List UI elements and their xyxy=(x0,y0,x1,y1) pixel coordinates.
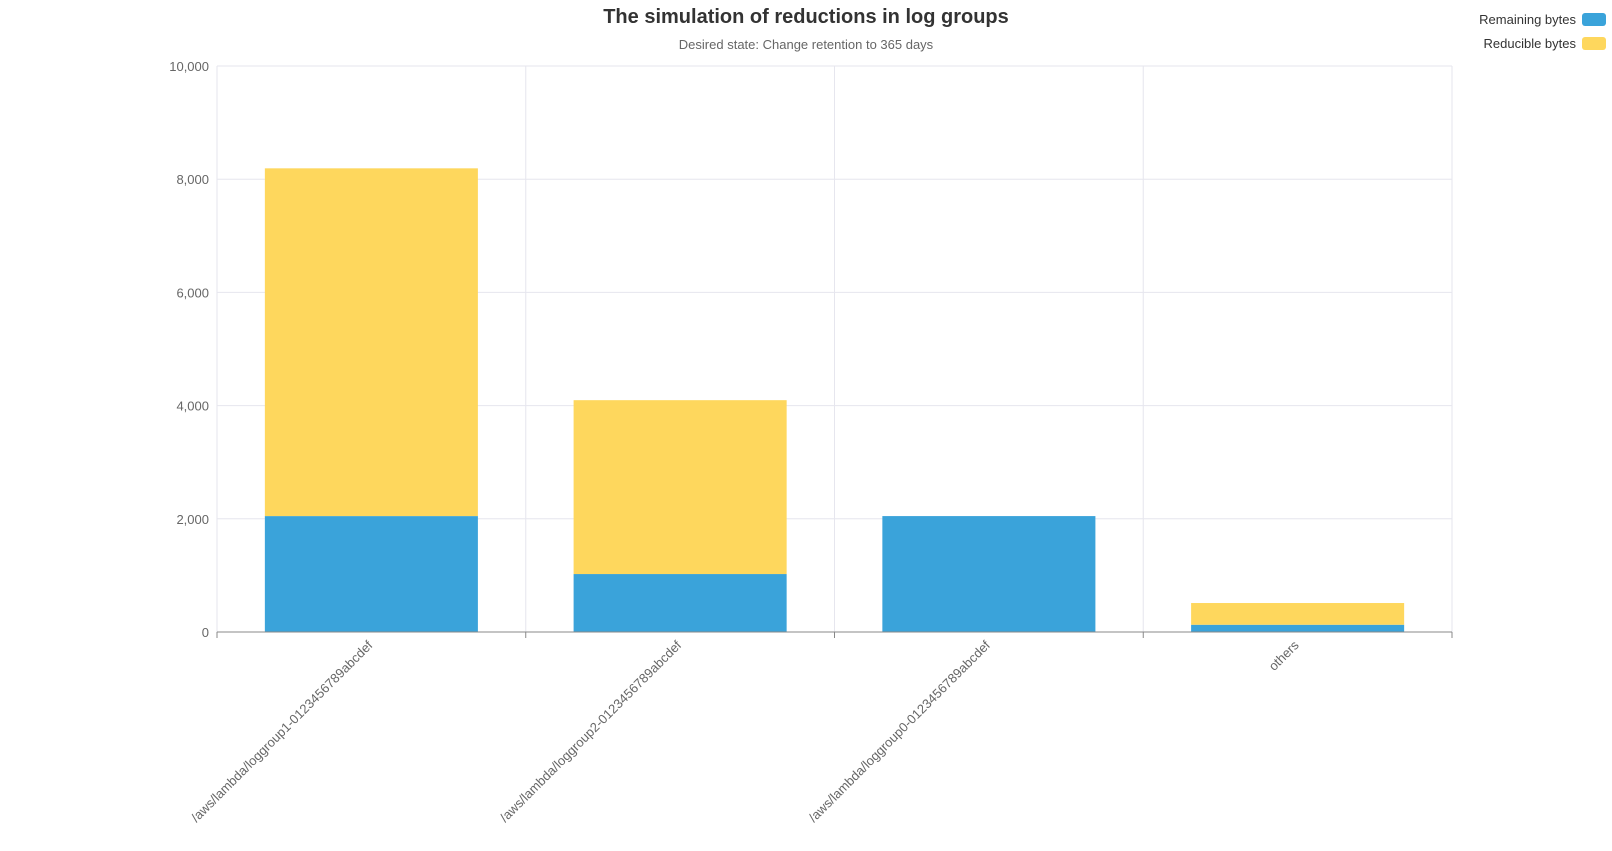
legend-item-remaining[interactable]: Remaining bytes xyxy=(1479,10,1606,28)
bar-remaining-bytes xyxy=(264,516,478,632)
legend-item-reducible[interactable]: Reducible bytes xyxy=(1479,34,1606,52)
x-tick-label: /aws/lambda/loggroup2-0123456789abcdef xyxy=(497,637,685,825)
bar-remaining-bytes xyxy=(1191,624,1405,632)
bar-reducible-bytes xyxy=(573,400,787,575)
y-tick-label: 4,000 xyxy=(176,399,209,414)
bar-reducible-bytes xyxy=(264,168,478,517)
bar-remaining-bytes xyxy=(882,516,1096,632)
y-tick-label: 6,000 xyxy=(176,285,209,300)
legend-label-remaining: Remaining bytes xyxy=(1479,11,1576,27)
y-tick-label: 0 xyxy=(202,625,209,640)
legend-label-reducible: Reducible bytes xyxy=(1483,35,1577,51)
bar-remaining-bytes xyxy=(573,574,787,632)
x-tick-label: /aws/lambda/loggroup0-0123456789abcdef xyxy=(806,637,994,825)
y-tick-label: 8,000 xyxy=(176,172,209,187)
x-tick-label: /aws/lambda/loggroup1-0123456789abcdef xyxy=(188,637,376,825)
x-tick-label: others xyxy=(1266,637,1303,674)
legend-swatch-reducible xyxy=(1582,36,1606,50)
legend-swatch-remaining xyxy=(1582,12,1606,26)
chart-legend: Remaining bytes Reducible bytes xyxy=(1479,10,1606,58)
chart-subtitle: Desired state: Change retention to 365 d… xyxy=(678,37,934,52)
y-tick-label: 10,000 xyxy=(169,59,209,74)
y-tick-label: 2,000 xyxy=(176,512,209,527)
bar-reducible-bytes xyxy=(1191,603,1405,625)
chart-title: The simulation of reductions in log grou… xyxy=(603,6,1009,28)
